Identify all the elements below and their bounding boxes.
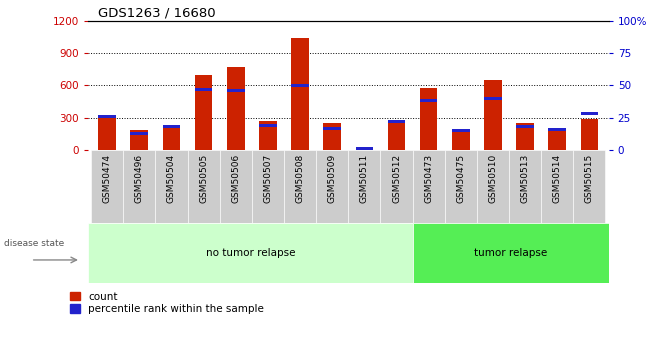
Bar (187, 150, 219, 223)
Bar (91, 150, 123, 223)
Bar (452, 129, 469, 132)
Text: GSM50508: GSM50508 (296, 154, 305, 203)
Text: tumor relapse: tumor relapse (475, 248, 547, 258)
Bar (581, 119, 598, 150)
Text: GSM50507: GSM50507 (264, 154, 272, 203)
Bar (195, 88, 212, 91)
Bar (380, 150, 413, 223)
Text: GSM50506: GSM50506 (231, 154, 240, 203)
Text: GSM50514: GSM50514 (553, 154, 562, 203)
Text: GSM50475: GSM50475 (456, 154, 465, 203)
Legend: count, percentile rank within the sample: count, percentile rank within the sample (70, 292, 264, 314)
Bar (324, 127, 341, 130)
Text: GSM50513: GSM50513 (521, 154, 530, 203)
Bar (163, 127, 180, 150)
Bar (355, 149, 373, 150)
Text: GSM50474: GSM50474 (103, 154, 112, 203)
Bar (259, 121, 277, 150)
Bar (130, 132, 148, 135)
Bar (413, 150, 445, 223)
Bar (123, 150, 156, 223)
Bar (98, 117, 116, 150)
Bar (548, 128, 566, 131)
Bar (387, 123, 406, 150)
Bar (348, 150, 380, 223)
Bar (387, 120, 406, 123)
Bar (484, 80, 502, 150)
Text: GSM50510: GSM50510 (488, 154, 497, 203)
Bar (420, 88, 437, 150)
Text: GSM50511: GSM50511 (360, 154, 369, 203)
Bar (509, 150, 541, 223)
Bar (574, 150, 605, 223)
Bar (163, 125, 180, 128)
Bar (484, 97, 502, 100)
Text: GSM50515: GSM50515 (585, 154, 594, 203)
Bar (227, 89, 245, 92)
Bar (516, 125, 534, 128)
Bar (420, 99, 437, 102)
Text: GSM50504: GSM50504 (167, 154, 176, 203)
Text: no tumor relapse: no tumor relapse (206, 248, 296, 258)
Bar (284, 150, 316, 223)
Bar (130, 130, 148, 150)
Text: disease state: disease state (5, 239, 64, 248)
Bar (516, 123, 534, 150)
Bar (291, 38, 309, 150)
Text: GSM50473: GSM50473 (424, 154, 433, 203)
Text: GDS1263 / 16680: GDS1263 / 16680 (98, 7, 216, 20)
Bar (541, 150, 574, 223)
Bar (156, 150, 187, 223)
Text: GSM50496: GSM50496 (135, 154, 144, 203)
Bar (259, 124, 277, 127)
Bar (477, 150, 509, 223)
Bar (355, 147, 373, 150)
Bar (291, 84, 309, 87)
Bar (252, 150, 284, 223)
Text: GSM50512: GSM50512 (392, 154, 401, 203)
Text: GSM50505: GSM50505 (199, 154, 208, 203)
Bar (452, 129, 469, 150)
Bar (316, 150, 348, 223)
Bar (227, 67, 245, 150)
Bar (219, 150, 252, 223)
Text: GSM50509: GSM50509 (327, 154, 337, 203)
Bar (195, 75, 212, 150)
Bar (548, 128, 566, 150)
Bar (445, 150, 477, 223)
Bar (581, 112, 598, 115)
Bar (98, 115, 116, 118)
Bar (324, 123, 341, 150)
